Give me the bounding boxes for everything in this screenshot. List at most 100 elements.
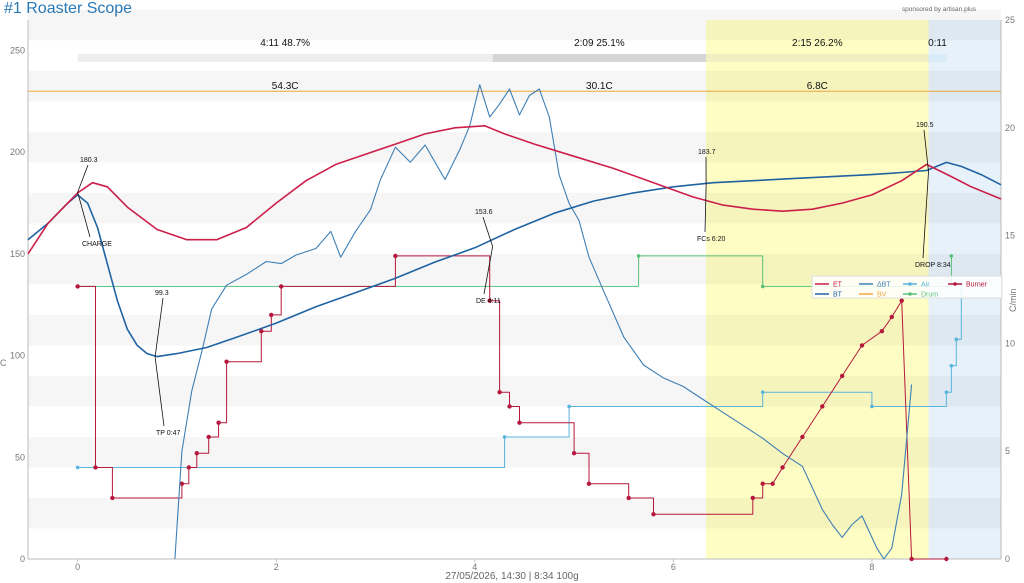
chart-title: #1 Roaster Scope [4,0,133,17]
annotation-value: 183.7 [698,149,716,156]
air-curve-marker [954,337,959,342]
burner-curve [77,255,947,560]
drum-curve-marker [636,254,641,258]
drum-curve-marker [949,254,954,258]
burner-curve-marker [879,328,885,334]
phase-bar [706,54,929,62]
burner-curve-marker [626,495,631,501]
burner-curve-marker [93,465,98,470]
y-tick-label-left: 150 [10,249,25,259]
burner-curve-marker [770,481,775,486]
y-tick-label-left: 100 [10,351,25,361]
legend-item-δbt: ΔBT [859,282,891,289]
legend: ET BT ΔBT BV Air Drum Burner [811,275,1003,299]
burner-curve-marker [909,556,914,562]
y-tick-label-right: 20 [1005,123,1015,133]
y-tick-label-left: 250 [10,46,25,56]
air-curve-marker [949,363,954,368]
annotation-leader [154,356,165,427]
annotation-leader [482,216,494,247]
phase-time-label: 2:09 25.1% [574,38,625,49]
burner-curve-marker [186,465,192,470]
annotation-label: TP 0:47 [156,430,180,437]
legend-item-drum: Drum [903,292,938,299]
drum-curve-marker [760,284,765,289]
burner-curve-marker [586,481,592,486]
annotation-value: 180.3 [80,157,98,164]
phase-delta-label: 30.1C [586,81,613,92]
x-tick-label: 6 [671,562,676,572]
x-tick-label: 4 [472,562,477,572]
legend-label: ΔBT [877,282,891,289]
legend-label: Drum [921,292,938,299]
legend-box [811,275,1003,299]
air-curve-marker [760,390,765,395]
burner-curve-marker [899,298,904,303]
air-curve-marker [502,435,507,439]
grid-band [28,315,1001,346]
burner-curve-marker [571,451,577,456]
burner-curve-marker [497,390,502,395]
burner-curve-marker [750,495,755,501]
grid-band [28,10,1001,41]
annotation-leader [154,297,164,358]
y-axis-title-left: C [0,358,7,368]
air-curve-marker [870,404,874,409]
annotation-leader [922,171,929,259]
annotation-value: 190.5 [916,122,934,129]
x-tick-label: 8 [869,562,874,572]
burner-curve-marker [517,420,522,425]
burner-curve-marker [760,481,765,486]
y-tick-label-left: 50 [15,452,25,462]
phase-delta-label: 54.3C [272,81,299,92]
roast-footer: 27/05/2026, 14:30 | 8:34 100g [445,571,579,582]
air-curve-marker [567,404,571,409]
legend-swatch-marker [908,282,912,286]
bt-curve [27,161,1002,358]
annotation-leader [77,164,89,193]
burner-curve-marker [780,465,785,470]
legend-label: ET [833,282,843,289]
air-curve-marker [944,390,949,395]
legend-item-air: Air [903,282,930,289]
y-tick-label-left: 0 [20,554,25,564]
phase-time-label: 4:11 48.7% [260,38,310,49]
delta-bt-curve [174,84,913,560]
burner-curve-marker [820,404,825,409]
y-tick-label-left: 200 [10,147,25,157]
annotation-leader [77,192,91,238]
burner-curve-marker [75,284,80,289]
grid-band [28,71,1001,102]
burner-curve-marker [259,328,264,334]
phase-time-label: 0:11 [928,38,947,49]
burner-curve-marker [487,298,492,303]
legend-label: BT [833,292,843,299]
et-curve [27,125,1002,255]
burner-curve-marker [110,495,115,501]
phase-time-label: 2:15 26.2% [792,38,843,49]
grid-band [28,437,1001,468]
burner-curve-marker [800,434,805,440]
air-curve-marker [75,465,80,470]
phase-delta-label: 6.8C [807,81,828,92]
burner-curve-marker [179,481,185,486]
legend-item-et: ET [815,282,843,289]
y-tick-label-right: 10 [1005,338,1015,348]
burner-curve-marker [393,253,398,259]
annotation-label: DROP 8:34 [915,262,951,269]
sponsor-label[interactable]: sponsored by artisan.plus [901,6,976,13]
burner-curve-marker [206,434,211,440]
annotation-value: 153.6 [475,209,493,216]
burner-curve-marker [889,314,894,320]
burner-curve-marker [278,284,284,289]
y-axis-title-right: C/min [1008,289,1018,313]
y-tick-label-right: 25 [1005,15,1015,25]
burner-curve-marker [507,404,512,409]
burner-curve-marker [651,512,656,517]
legend-label: Burner [966,282,988,289]
grid-band [28,498,1001,529]
legend-label: BV [877,292,887,299]
burner-curve-marker [859,343,865,348]
phase-bar [492,54,707,62]
